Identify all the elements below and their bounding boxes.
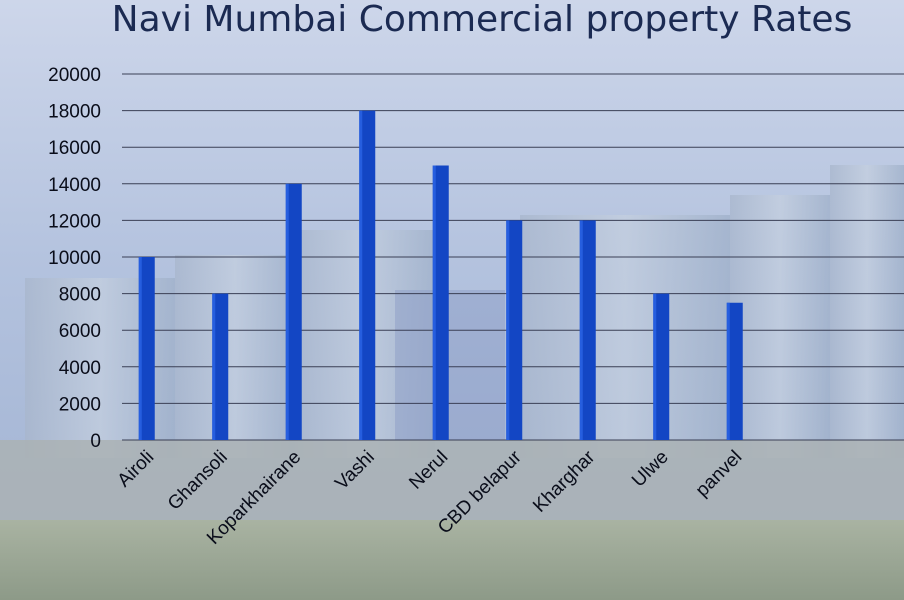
bar-highlight xyxy=(726,302,730,440)
bar-highlight xyxy=(653,293,657,440)
bar xyxy=(212,293,229,440)
bar xyxy=(579,220,596,440)
bar-highlight xyxy=(359,110,363,440)
y-tick-label: 0 xyxy=(90,431,101,452)
x-tick-label: Nerul xyxy=(405,447,452,494)
bar xyxy=(506,220,523,440)
y-tick-label: 18000 xyxy=(48,102,101,123)
x-tick-label: Ghansoli xyxy=(164,447,232,515)
x-tick-label: Ulwe xyxy=(628,447,673,492)
bar xyxy=(653,293,670,440)
bar xyxy=(285,183,302,441)
bar-highlight xyxy=(138,257,142,440)
y-tick-label: 2000 xyxy=(59,394,101,415)
bar xyxy=(138,257,155,440)
bar-highlight xyxy=(506,220,510,440)
bar-highlight xyxy=(579,220,583,440)
y-tick-label: 10000 xyxy=(48,248,101,269)
bar xyxy=(359,110,376,440)
y-tick-label: 4000 xyxy=(59,358,101,379)
bar-highlight xyxy=(432,165,436,440)
bar xyxy=(726,302,743,440)
y-tick-label: 8000 xyxy=(59,285,101,306)
x-tick-label: panvel xyxy=(692,447,746,501)
y-tick-label: 12000 xyxy=(48,211,101,232)
y-tick-label: 6000 xyxy=(59,321,101,342)
x-tick-label: Kharghar xyxy=(529,446,600,517)
chart-title: Navi Mumbai Commercial property Rates xyxy=(111,0,853,40)
bar xyxy=(432,165,449,440)
x-tick-label: Vashi xyxy=(331,447,378,494)
y-tick-label: 20000 xyxy=(48,65,101,86)
bar-highlight xyxy=(212,293,216,440)
x-tick-label: Airoli xyxy=(114,447,159,492)
bar-highlight xyxy=(285,183,289,441)
y-tick-label: 14000 xyxy=(48,175,101,196)
y-tick-label: 16000 xyxy=(48,138,101,159)
